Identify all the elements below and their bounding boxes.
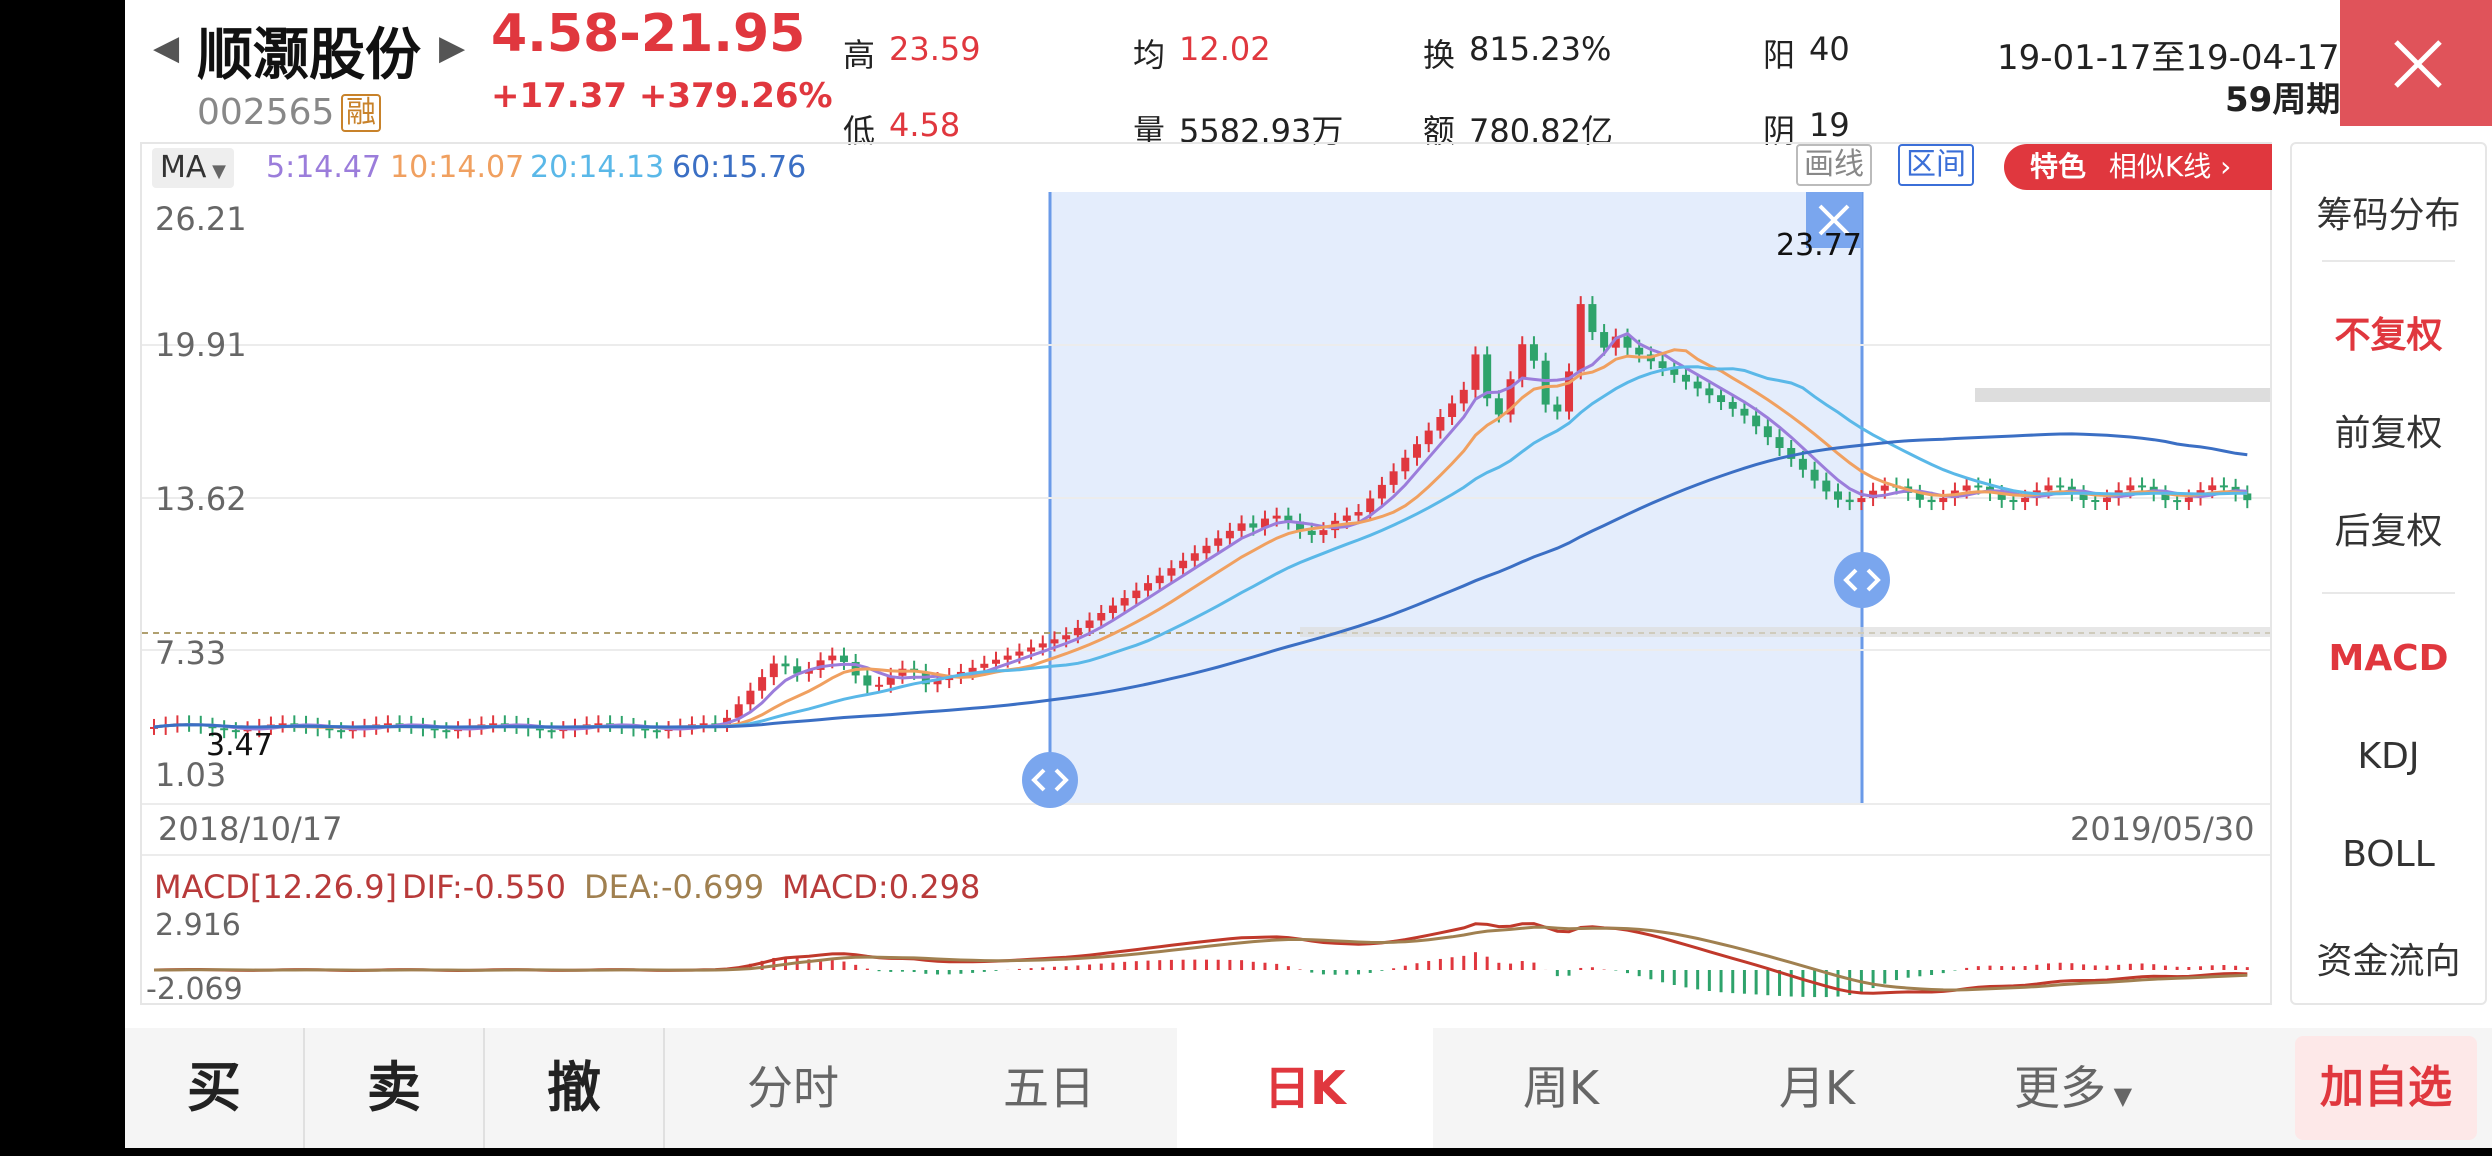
ma-selector-label: MA — [160, 150, 207, 185]
draw-line-button[interactable]: 画线 — [1796, 144, 1872, 186]
buy-button[interactable]: 买 — [187, 1056, 241, 1119]
macd-value: MACD:0.298 — [782, 868, 981, 906]
macd-dif: DIF:-0.550 — [402, 868, 566, 906]
tab-five-day[interactable]: 五日 — [1003, 1061, 1095, 1115]
y-tick: 26.21 — [155, 200, 247, 238]
macd-y-bottom: -2.069 — [146, 972, 243, 1007]
sidebar-item-kdj[interactable]: KDJ — [2357, 736, 2420, 777]
prev-stock-icon[interactable]: ◀ — [153, 28, 180, 68]
tab-day-k[interactable]: 日K — [1177, 1028, 1433, 1148]
x-start-date: 2018/10/17 — [158, 810, 343, 848]
cancel-order-button[interactable]: 撤 — [547, 1056, 601, 1119]
ma20-value: 20:14.13 — [530, 150, 665, 185]
ma60-value: 60:15.76 — [672, 150, 807, 185]
turnover-value: 815.23% — [1469, 30, 1612, 68]
close-icon — [1818, 204, 1850, 236]
date-range: 19-01-17至19-04-17 — [1997, 38, 2340, 78]
ma10-value: 10:14.07 — [390, 150, 525, 185]
sidebar-item-capital-flow[interactable]: 资金流向 — [2316, 941, 2461, 982]
tab-intraday[interactable]: 分时 — [747, 1061, 839, 1115]
next-stock-icon[interactable]: ▶ — [439, 28, 466, 68]
sidebar-item-forward-adjust[interactable]: 前复权 — [2334, 413, 2443, 454]
period-count: 59周期 — [2225, 80, 2341, 120]
high-value: 23.59 — [889, 30, 981, 68]
x-end-date: 2019/05/30 — [2070, 810, 2255, 848]
close-button[interactable] — [2340, 0, 2492, 126]
indicator-sidebar: 筹码分布 不复权 前复权 后复权 MACD KDJ BOLL 资金流向 — [2290, 142, 2487, 1005]
up-days-value: 40 — [1809, 30, 1850, 68]
price-change: +17.37 +379.26% — [491, 76, 833, 116]
chart-frame — [140, 142, 2272, 1005]
price-range: 4.58-21.95 — [491, 4, 806, 64]
max-price-label: 23.77 — [1776, 228, 1862, 263]
margin-badge: 融 — [341, 94, 381, 132]
tab-month-k[interactable]: 月K — [1778, 1061, 1856, 1115]
left-black-margin — [0, 0, 125, 1148]
tab-more-label: 更多 — [2013, 1061, 2106, 1115]
stock-code: 002565 — [197, 92, 335, 133]
caret-down-icon: ▼ — [206, 161, 226, 182]
min-price-label: 3.47 — [206, 728, 273, 763]
turnover-label: 换 — [1423, 36, 1456, 74]
similar-kline-button[interactable]: 特色 相似K线 › — [2004, 144, 2272, 190]
low-value: 4.58 — [889, 106, 961, 144]
sidebar-item-backward-adjust[interactable]: 后复权 — [2334, 511, 2443, 552]
drag-handle-icon — [1843, 568, 1881, 592]
similar-kline-label: 相似K线 › — [2108, 150, 2232, 183]
close-icon — [2394, 40, 2442, 88]
avg-label: 均 — [1133, 36, 1166, 74]
interval-right-handle[interactable] — [1834, 552, 1890, 608]
y-tick: 7.33 — [155, 634, 227, 672]
range-button[interactable]: 区间 — [1898, 144, 1974, 186]
sidebar-item-boll[interactable]: BOLL — [2342, 834, 2435, 875]
bottom-tab-bar: 买 卖 撤 分时 五日 日K 周K 月K 更多 ▼ 加自选 — [125, 1028, 2492, 1148]
ma-selector[interactable]: MA ▼ — [152, 148, 234, 188]
avg-value: 12.02 — [1179, 30, 1271, 68]
sidebar-item-macd[interactable]: MACD — [2328, 638, 2449, 679]
interval-left-handle[interactable] — [1022, 752, 1078, 808]
add-watchlist-label: 加自选 — [2320, 1062, 2452, 1113]
high-label: 高 — [843, 36, 876, 74]
down-days-value: 19 — [1809, 106, 1850, 144]
sidebar-item-chip-distribution[interactable]: 筹码分布 — [2316, 195, 2461, 236]
macd-dea: DEA:-0.699 — [584, 868, 765, 906]
y-tick: 13.62 — [155, 480, 247, 518]
interval-close-button[interactable] — [1806, 192, 1862, 248]
tab-week-k[interactable]: 周K — [1522, 1061, 1600, 1115]
y-tick: 19.91 — [155, 326, 247, 364]
macd-title: MACD[12.26.9] — [154, 868, 398, 906]
stock-name: 顺灏股份 — [197, 23, 421, 88]
up-days-label: 阳 — [1763, 36, 1796, 74]
tab-more[interactable]: 更多 ▼ — [1945, 1028, 2201, 1148]
macd-y-top: 2.916 — [155, 908, 241, 943]
add-watchlist-button[interactable]: 加自选 — [2295, 1036, 2477, 1140]
sell-button[interactable]: 卖 — [367, 1056, 421, 1119]
sidebar-item-no-adjust[interactable]: 不复权 — [2334, 315, 2443, 356]
y-tick: 1.03 — [155, 756, 227, 794]
caret-down-icon: ▼ — [2105, 1082, 2133, 1110]
feature-tag: 特色 — [2030, 150, 2087, 183]
drag-handle-icon — [1031, 768, 1069, 792]
ma5-value: 5:14.47 — [266, 150, 382, 185]
